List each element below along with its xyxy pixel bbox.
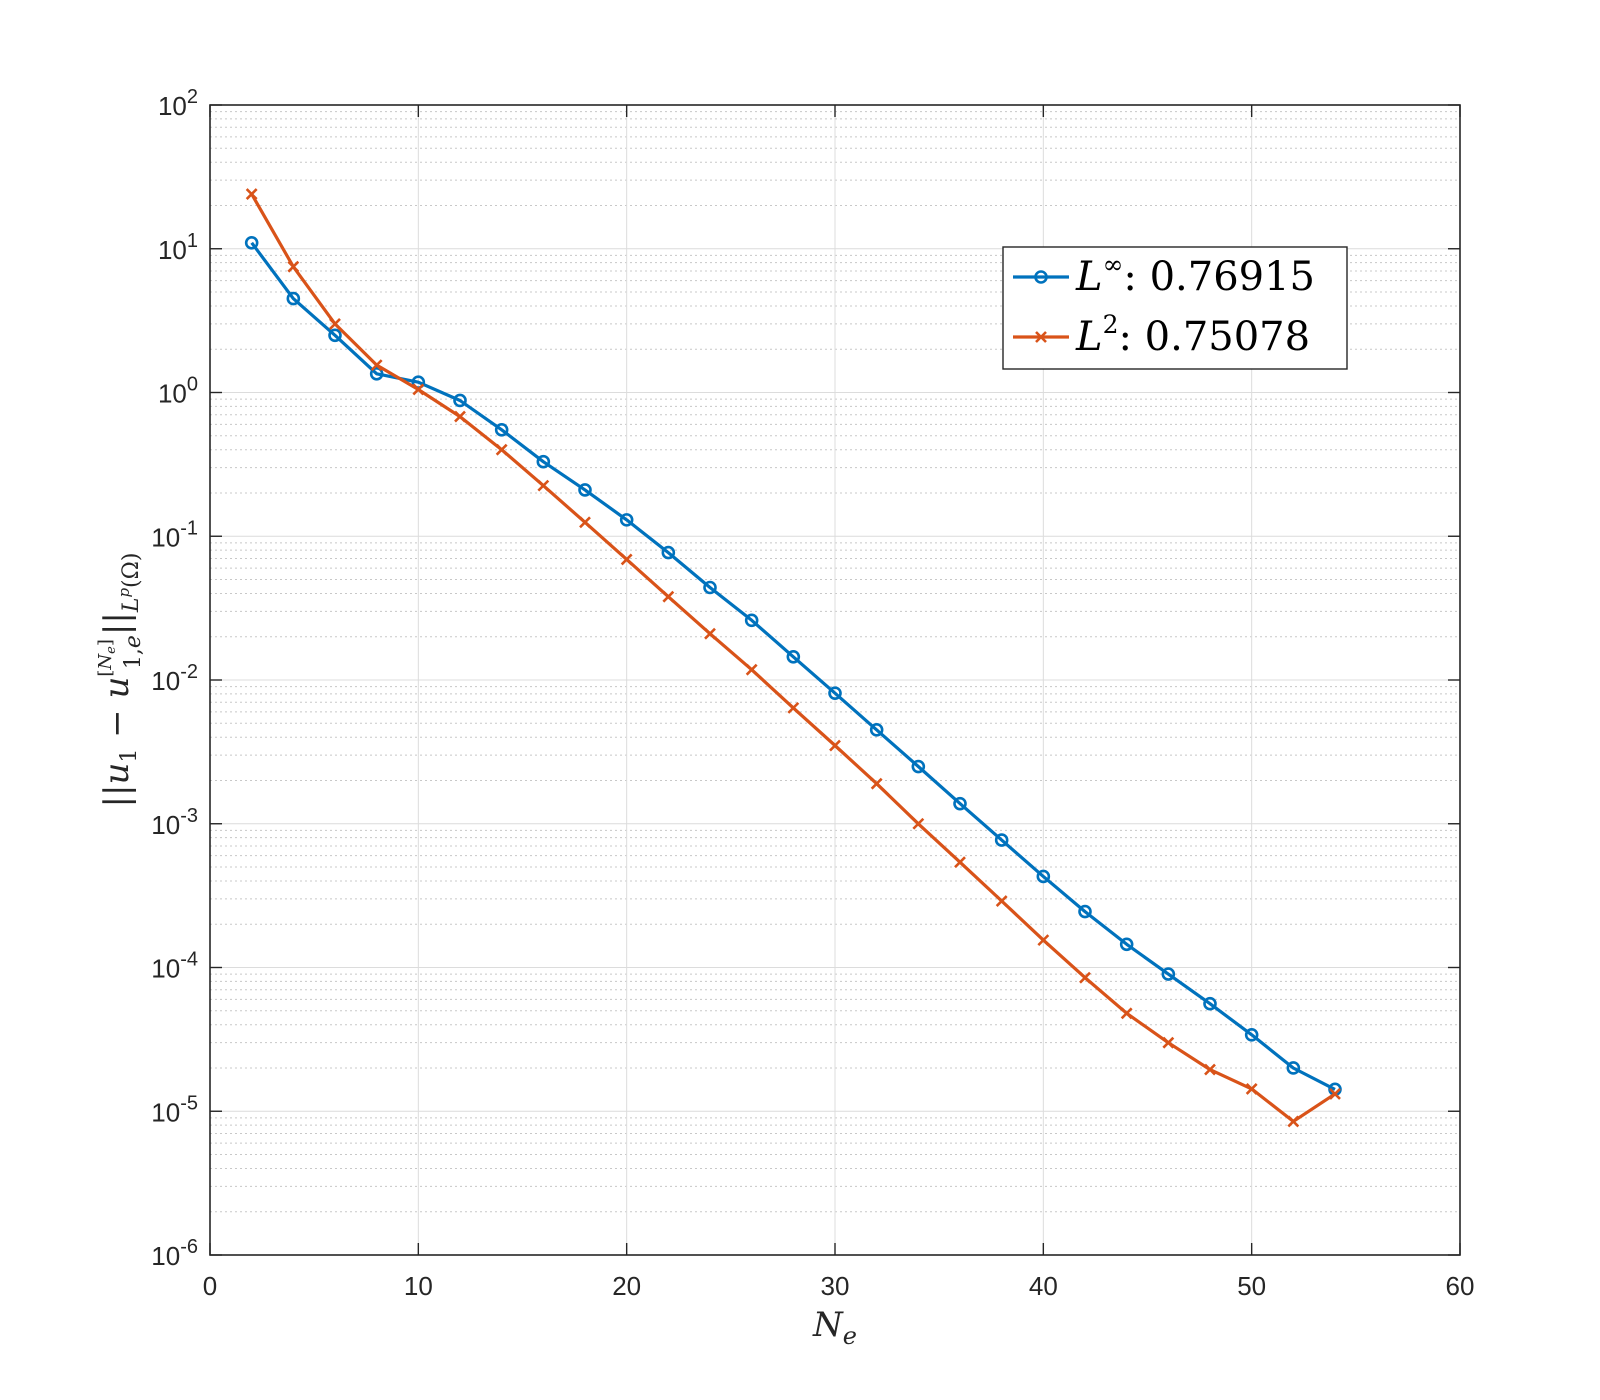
- data-point: [287, 260, 300, 273]
- x-tick-label: 40: [1029, 1271, 1058, 1301]
- data-point: [1037, 934, 1050, 947]
- data-point: [912, 817, 925, 830]
- data-point: [869, 723, 884, 737]
- data-point: [787, 701, 800, 714]
- data-point: [1078, 904, 1092, 919]
- data-point: [870, 777, 883, 790]
- legend-swatch-marker: [1034, 270, 1048, 284]
- data-point: [328, 328, 342, 343]
- data-point: [704, 627, 716, 640]
- data-point: [578, 483, 592, 497]
- grid: [209, 104, 1461, 1256]
- x-tick-label: 0: [203, 1271, 217, 1301]
- y-tick-label: 10-5: [151, 1092, 198, 1127]
- x-axis-label: Ne: [812, 1305, 857, 1350]
- x-tick-label: 30: [821, 1271, 850, 1301]
- x-tick-label: 60: [1446, 1271, 1475, 1301]
- legend-entry-2: L2: 0.75078: [1013, 310, 1310, 360]
- series: [244, 188, 1342, 1128]
- legend-label: L∞: 0.76915: [1075, 250, 1315, 300]
- data-point: [495, 443, 508, 456]
- y-tick-label: 10-3: [151, 805, 198, 840]
- data-point: [1245, 1083, 1258, 1095]
- data-point: [579, 516, 591, 529]
- data-point: [370, 359, 383, 372]
- data-point: [1119, 937, 1134, 952]
- data-point: [494, 423, 509, 437]
- data-point: [954, 856, 966, 869]
- data-point: [620, 553, 633, 566]
- data-point: [369, 366, 384, 381]
- y-tick-label: 10-1: [151, 517, 198, 552]
- data-point: [619, 513, 634, 527]
- legend-box: [1002, 246, 1348, 370]
- y-tick-label: 100: [158, 374, 198, 409]
- legend: L∞: 0.76915 L2: 0.75078: [1002, 246, 1348, 370]
- y-tick-label: 10-6: [151, 1236, 198, 1271]
- data-point: [453, 393, 467, 408]
- legend-entries: L∞: 0.76915 L2: 0.75078: [1013, 250, 1315, 360]
- x-tick-label: 50: [1237, 1271, 1266, 1301]
- legend-swatch-marker: [1035, 331, 1047, 343]
- x-axis-label-sub: e: [843, 1322, 857, 1350]
- data-point: [1287, 1115, 1300, 1128]
- data-point: [286, 291, 301, 306]
- y-tick-label: 10-2: [151, 661, 198, 696]
- legend-entry-1: L∞: 0.76915: [1013, 250, 1315, 300]
- y-tick-label: 102: [158, 86, 198, 121]
- data-point: [244, 235, 259, 250]
- data-point: [1079, 971, 1091, 984]
- data-point: [1120, 1007, 1133, 1020]
- x-tick-label: 10: [404, 1271, 433, 1301]
- data-point: [953, 796, 967, 811]
- data-point: [1204, 1063, 1216, 1076]
- y-tick-label: 101: [158, 230, 198, 265]
- data-point: [662, 590, 675, 603]
- data-point: [329, 317, 341, 330]
- data-point: [828, 686, 842, 700]
- data-point: [911, 759, 926, 774]
- data-point: [661, 545, 676, 560]
- x-tick-label: 20: [612, 1271, 641, 1301]
- data-point: [1329, 1087, 1341, 1100]
- ticks: 0 10 20 30 40 50 60 102 101 100 10-1 10-2 10-3 10-4 10…: [151, 86, 1474, 1301]
- data-point: [745, 663, 758, 676]
- series-line: [250, 241, 1336, 1091]
- data-point: [537, 479, 550, 492]
- data-point: [1036, 869, 1051, 884]
- data-point: [245, 188, 258, 201]
- data-point: [1162, 1036, 1175, 1049]
- data-point: [1161, 967, 1176, 981]
- data-point: [744, 613, 759, 628]
- svg-text:||u1 − u[Ne]1,e||Lp(Ω): ||u1 − u[Ne]1,e||Lp(Ω): [95, 553, 146, 808]
- data-point: [994, 833, 1009, 847]
- data-point: [536, 454, 551, 469]
- data-point: [829, 739, 841, 752]
- data-point: [412, 383, 425, 396]
- data-point: [454, 410, 466, 423]
- y-tick-label: 10-4: [151, 949, 198, 984]
- data-point: [1203, 996, 1217, 1011]
- data-point: [703, 580, 717, 595]
- series-2: [245, 188, 1341, 1128]
- data-point: [786, 650, 801, 664]
- series-1: [244, 235, 1342, 1097]
- legend-label: L2: 0.75078: [1075, 310, 1310, 360]
- data-point: [1286, 1061, 1301, 1075]
- y-axis-label: ||u1 − u[Ne]1,e||Lp(Ω): [95, 553, 146, 808]
- x-axis-label-main: N: [812, 1305, 844, 1345]
- data-point: [1244, 1028, 1259, 1042]
- data-point: [995, 895, 1008, 907]
